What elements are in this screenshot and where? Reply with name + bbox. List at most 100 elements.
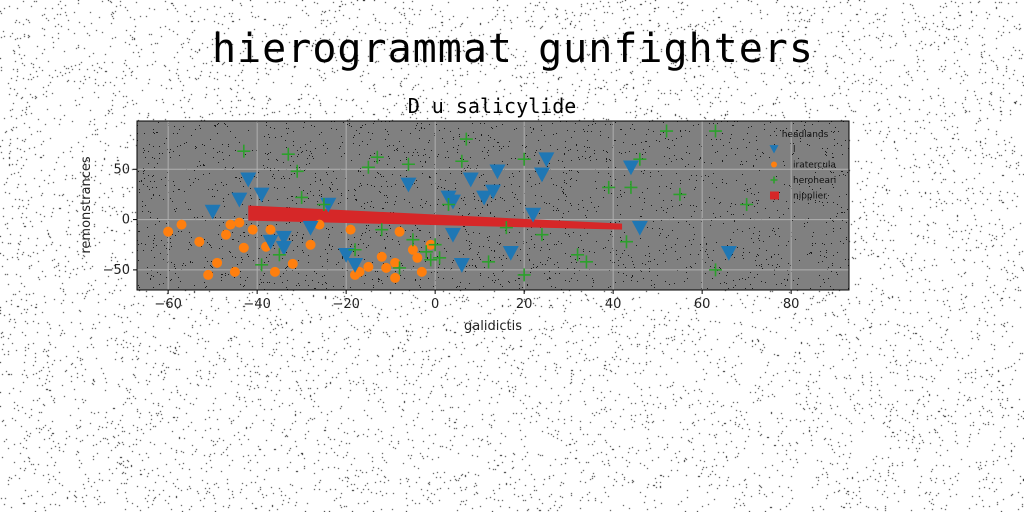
point-heroheari (459, 132, 473, 146)
point-iratercula (234, 217, 245, 228)
point-heroheari (361, 160, 375, 174)
x-tick-label: −60 (154, 297, 181, 312)
axis-ticks: −60 −40 −20 0 20 40 60 80 −50 0 50 (103, 162, 800, 312)
grid-lines (137, 121, 849, 290)
data-marks (163, 124, 754, 283)
point-l (444, 227, 461, 243)
point-l (275, 230, 292, 246)
point-l (338, 247, 355, 263)
point-iratercula (176, 219, 187, 230)
point-l (462, 172, 479, 188)
point-l (302, 220, 319, 236)
point-heroheari (517, 152, 531, 166)
point-heroheari (406, 233, 420, 247)
point-heroheari (348, 243, 362, 257)
point-iratercula (225, 219, 236, 230)
figure-suptitle: hierogrammat gunfighters (212, 26, 814, 72)
point-iratercula (381, 262, 392, 273)
point-heroheari (579, 255, 593, 269)
point-l (453, 258, 470, 273)
point-heroheari (281, 147, 295, 161)
point-iratercula (390, 257, 401, 268)
point-heroheari (272, 248, 286, 262)
y-tick-label: −50 (103, 263, 130, 278)
point-heroheari (571, 248, 585, 262)
point-iratercula (412, 252, 423, 263)
point-iratercula (416, 266, 427, 277)
point-l (400, 177, 417, 193)
legend-marker-l (769, 145, 779, 154)
series-nipplier-band (248, 205, 623, 230)
point-iratercula (247, 224, 258, 235)
point-heroheari (401, 157, 415, 171)
point-heroheari (633, 152, 647, 166)
point-iratercula (407, 244, 418, 255)
point-iratercula (212, 257, 223, 268)
point-heroheari (455, 154, 469, 168)
point-heroheari (237, 144, 251, 158)
legend-label-iratercula: iratercula (793, 161, 836, 171)
point-heroheari (535, 228, 549, 242)
plot-noise (137, 121, 849, 290)
x-axis-label: galidictis (464, 319, 522, 334)
point-l (622, 160, 639, 176)
point-heroheari (620, 235, 633, 249)
point-iratercula (354, 266, 365, 277)
point-l (275, 240, 292, 256)
point-l (240, 172, 257, 188)
point-iratercula (265, 224, 276, 235)
point-iratercula (305, 239, 316, 250)
x-tick-label: −40 (243, 297, 270, 312)
point-iratercula (269, 266, 280, 277)
point-iratercula (238, 242, 249, 253)
point-l (204, 204, 221, 220)
point-l (538, 152, 555, 168)
point-heroheari (442, 197, 455, 211)
point-l (476, 190, 493, 206)
legend-title: headlands (782, 130, 829, 140)
point-l (631, 220, 648, 236)
legend: headlands l iratercula heroheari nipplier (769, 130, 836, 202)
point-heroheari (290, 164, 304, 178)
point-iratercula (390, 272, 401, 283)
point-heroheari (709, 263, 722, 277)
point-l (489, 164, 506, 180)
point-iratercula (194, 236, 205, 247)
x-tick-label: 60 (694, 297, 711, 312)
point-heroheari (433, 251, 447, 265)
legend-label-nipplier: nipplier (793, 192, 827, 202)
point-heroheari (660, 124, 674, 138)
point-l (347, 258, 364, 273)
point-heroheari (393, 261, 407, 275)
x-tick-label: 40 (605, 297, 622, 312)
point-l (262, 234, 279, 250)
point-l (485, 184, 501, 200)
plot-frame (136, 120, 850, 291)
point-heroheari (602, 180, 616, 194)
point-iratercula (221, 229, 231, 240)
point-l (231, 192, 248, 208)
point-heroheari (709, 124, 722, 138)
x-tick-label: 0 (431, 297, 439, 312)
point-iratercula (376, 251, 387, 262)
chart-title: D u salicylide (408, 94, 577, 118)
point-l (533, 167, 550, 183)
legend-label-heroheari: heroheari (793, 176, 836, 186)
point-heroheari (295, 190, 309, 204)
point-l (525, 207, 542, 223)
point-iratercula (229, 266, 240, 277)
point-heroheari (624, 180, 638, 194)
x-tick-label: 20 (516, 297, 533, 312)
legend-marker-iratercula (771, 161, 777, 168)
point-heroheari (517, 268, 531, 282)
point-heroheari (424, 253, 438, 267)
point-iratercula (394, 226, 405, 237)
point-heroheari (428, 238, 442, 252)
x-tick-label: 80 (783, 297, 800, 312)
point-heroheari (370, 150, 384, 164)
y-axis-label: remonstrances (79, 156, 94, 253)
point-l (720, 245, 737, 261)
point-heroheari (482, 255, 496, 269)
point-heroheari (255, 258, 269, 272)
